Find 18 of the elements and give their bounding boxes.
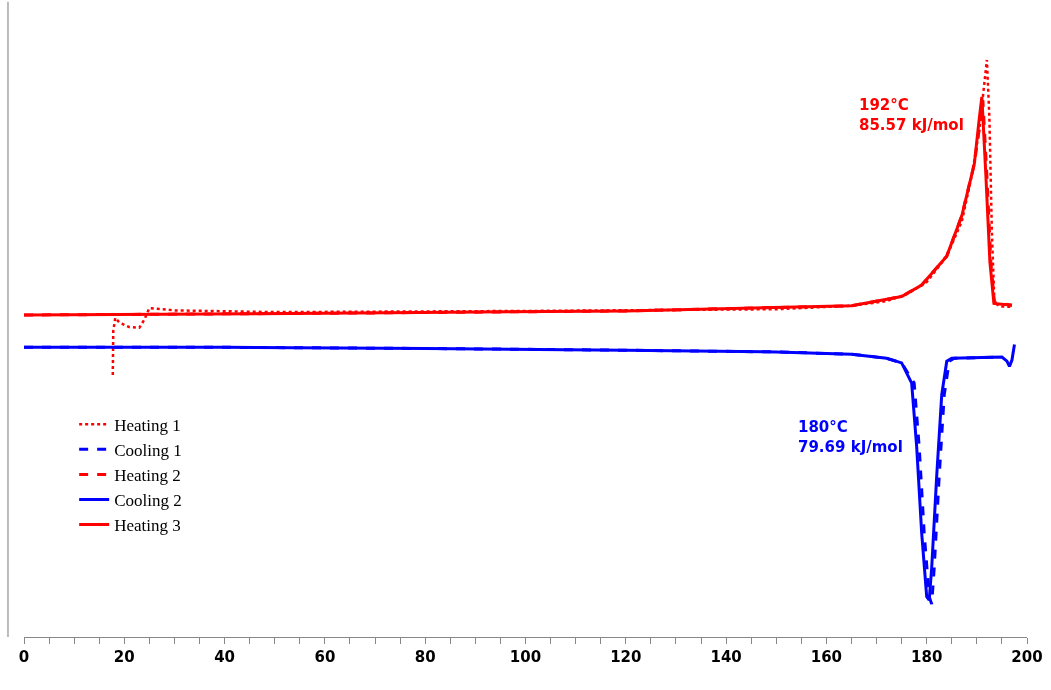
x-tick-label: 0	[18, 648, 30, 666]
x-tick-label: 160	[810, 648, 843, 666]
annotation: 180°C 79.69 kJ/mol	[798, 418, 903, 456]
x-tick-label: 200	[1011, 648, 1043, 666]
legend-label: Cooling 2	[114, 491, 182, 511]
legend-label: Heating 2	[114, 466, 181, 486]
x-tick-label: 120	[610, 648, 642, 666]
x-tick-label: 80	[414, 648, 436, 666]
legend-label: Heating 3	[114, 516, 181, 536]
x-tick-label: 100	[509, 648, 542, 666]
annotation: 192°C 85.57 kJ/mol	[859, 96, 964, 134]
x-tick-label: 20	[113, 648, 135, 666]
x-tick-label: 40	[214, 648, 236, 666]
x-tick-label: 140	[710, 648, 742, 666]
legend-label: Cooling 1	[114, 440, 182, 460]
x-tick-label: 60	[314, 648, 336, 666]
legend-label: Heating 1	[114, 415, 181, 435]
x-tick-label: 180	[911, 648, 943, 666]
